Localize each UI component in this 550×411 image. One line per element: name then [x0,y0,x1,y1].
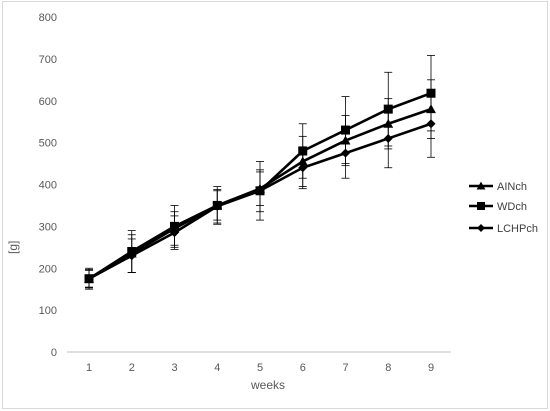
legend-item-ainch: AINch [469,181,527,193]
data-point [383,118,394,128]
data-point [84,274,94,284]
y-tick-label: 100 [39,305,57,317]
legend-swatch-marker [476,181,486,190]
y-tick-label: 0 [51,347,57,359]
data-point [340,135,351,145]
markers-lchpch [84,119,436,284]
legend-label-wdch: WDch [497,201,527,213]
data-point [170,221,179,231]
y-tick-label: 400 [39,180,57,192]
plot-area [84,55,436,290]
y-tick-label: 500 [39,138,57,150]
x-tick-label: 3 [171,362,177,374]
x-axis-ticks: 1 2 3 4 5 6 7 8 9 [86,362,434,374]
data-point [426,88,436,98]
y-tick-label: 200 [39,263,57,275]
x-tick-label: 8 [385,362,391,374]
x-tick-label: 6 [300,362,306,374]
y-axis-ticks: 0 100 200 300 400 500 600 700 800 [39,12,57,359]
data-point [297,156,308,166]
data-point [383,104,393,114]
y-axis-title: [g] [6,241,20,254]
data-point [212,201,222,211]
x-axis-title: weeks [250,378,285,392]
x-tick-label: 9 [428,362,434,374]
data-point [341,148,350,158]
data-point [127,251,137,261]
y-tick-label: 300 [39,221,57,233]
y-tick-label: 600 [39,96,57,108]
legend-label-ainch: AINch [497,181,527,193]
legend-item-wdch: WDch [469,201,527,213]
data-point [426,119,436,129]
data-point [341,125,350,135]
x-tick-label: 7 [342,362,348,374]
legend-swatch-marker [477,224,485,232]
data-point [298,146,308,156]
x-tick-label: 2 [129,362,135,374]
x-tick-label: 5 [257,362,263,374]
legend: AINch WDch LCHPch [469,181,538,235]
y-tick-label: 700 [39,54,57,66]
data-point [170,228,179,238]
y-tick-label: 800 [39,12,57,24]
data-point [255,186,265,196]
legend-swatch-marker [477,202,485,210]
data-point [298,163,308,173]
x-tick-label: 1 [86,362,92,374]
legend-label-lchpch: LCHPch [497,223,538,235]
data-point [426,104,436,114]
x-tick-label: 4 [214,362,220,374]
data-point [383,133,393,143]
legend-item-lchpch: LCHPch [469,223,538,235]
